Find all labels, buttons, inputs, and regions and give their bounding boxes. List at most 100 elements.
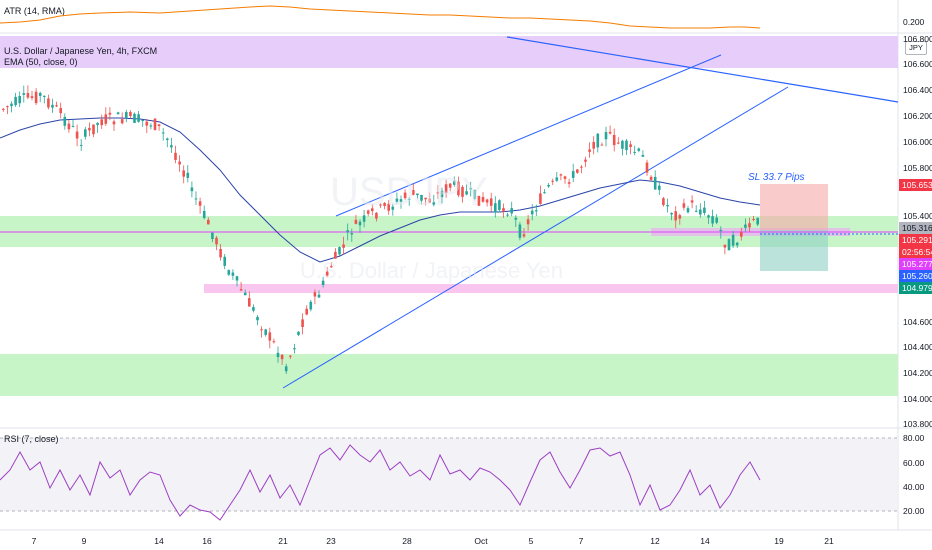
candle-body [457,181,460,196]
candle-body [67,123,71,130]
candle-body [153,118,157,130]
candle-body [395,198,399,202]
candle-body [43,95,46,97]
candle-body [59,108,62,114]
candle-body [420,195,423,201]
candle-body [403,192,407,199]
candle-body [465,191,468,195]
date-label: 21 [278,536,288,546]
channel-upper-line [335,54,722,217]
candle-body [535,210,538,212]
candle-body [436,192,440,194]
candle-body [342,244,345,248]
date-label: 14 [700,536,710,546]
candle-body [92,124,95,135]
candle-body [346,230,349,233]
candle-body [129,111,132,117]
date-label: Oct [474,536,488,546]
candle-body [202,210,206,219]
candle-body [256,316,259,321]
candle-body [30,96,34,99]
candle-body [354,219,358,224]
candle-body [104,114,108,124]
watermark-name: U.S. Dollar / Japanese Yen [300,258,563,283]
sl-annotation[interactable]: SL 33.7 Pips [748,172,805,183]
candle-body [440,190,444,198]
candle-body [522,234,526,237]
candle-body [26,93,30,98]
candle-body [506,214,509,216]
candle-body [284,366,288,372]
candle-body [51,104,54,108]
candle-body [112,121,116,125]
date-label: 19 [774,536,784,546]
date-label: 12 [650,536,660,546]
candle-body [243,292,247,296]
atr-label[interactable]: ATR (14, RMA) [4,6,65,16]
candle-body [502,208,505,212]
candle-body [79,144,83,146]
currency-badge[interactable]: JPY [905,41,927,55]
candle-body [166,138,169,141]
candle-body [235,276,239,281]
candle-body [125,112,128,119]
rsi-line [0,444,761,521]
chart-title[interactable]: U.S. Dollar / Japanese Yen, 4h, FXCM [4,46,158,56]
candle-body [526,219,530,225]
candle-body [731,234,735,246]
price-axis-label: 106.400 [903,85,932,95]
price-tag-sl: 105.653 [899,179,932,191]
candle-body [207,219,210,225]
green-zone-lower [0,354,898,396]
candle-body [699,209,702,215]
ema-label[interactable]: EMA (50, close, 0) [4,57,78,67]
candle-body [14,96,17,106]
candle-body [330,266,333,268]
candle-body [719,229,723,232]
candle-body [371,208,374,212]
candle-body [362,215,366,222]
candle-body [75,131,79,139]
date-label: 21 [824,536,834,546]
candle-body [489,198,493,206]
candle-body [555,177,559,181]
candle-body [260,329,263,331]
price-tag-line: 105.277 [899,258,932,270]
rsi-band [0,438,898,511]
candle-body [186,172,190,178]
candle-body [711,216,714,224]
candle-body [715,217,718,223]
candle-body [674,211,677,221]
date-label: 14 [154,536,164,546]
stop-loss-box [760,184,828,230]
candle-body [498,200,501,210]
candle-body [71,125,75,127]
candle-body [608,131,612,134]
candle-body [305,308,308,315]
channel-lower-line [282,86,789,389]
candle-body [223,256,226,266]
countdown-tag: 02:56:54 [899,246,932,258]
candle-body [325,271,329,276]
candle-body [239,289,243,291]
candle-body [55,105,58,107]
candle-body [559,174,563,176]
candle-body [703,207,706,213]
rsi-label[interactable]: RSI (7, close) [4,434,59,444]
candle-body [584,159,587,162]
price-axis-label: 103.800 [903,419,932,429]
candle-body [666,204,669,207]
candle-body [625,140,628,150]
candle-body [641,154,645,157]
candle-body [280,354,284,360]
candle-body [190,187,194,192]
candle-body [412,189,415,195]
candle-body [22,93,26,95]
candle-body [161,132,165,134]
candle-body [617,142,620,144]
candle-body [391,206,395,210]
candle-body [694,210,698,212]
price-axis-label: 104.600 [903,317,932,327]
candle-body [453,180,456,185]
